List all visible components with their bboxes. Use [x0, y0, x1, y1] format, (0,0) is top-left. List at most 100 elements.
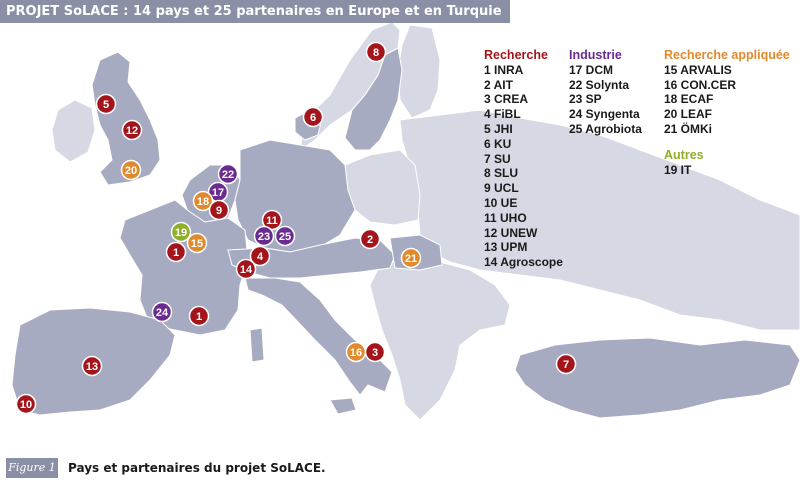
marker-circle	[235, 258, 257, 280]
legend-item: 21 ÖMKi	[664, 121, 713, 136]
land-turkey	[514, 337, 800, 419]
legend-item: 19 IT	[664, 162, 692, 177]
figure-label: Figure 1	[6, 458, 58, 478]
legend-industrie: Industrie 17 DCM 22 Solynta 23 SP 24 Syngen…	[569, 48, 642, 137]
marker-label: 17	[212, 187, 224, 199]
partner-marker: 5	[95, 93, 117, 115]
legend-autres: Autres 19 IT	[664, 148, 704, 178]
partner-marker: 13	[81, 355, 103, 377]
legend-item: 1 INRA	[484, 62, 524, 77]
partner-marker: 8	[365, 41, 387, 63]
partner-marker: 6	[302, 106, 324, 128]
marker-label: 18	[197, 196, 209, 208]
legend-item: 6 KU	[484, 136, 512, 151]
land-ireland	[51, 99, 96, 163]
legend-item: 11 UHO	[484, 210, 527, 225]
marker-label: 4	[257, 251, 264, 263]
legend-recherche-appliquee-heading: Recherche appliquée	[664, 48, 790, 62]
legend-item: 15 ARVALIS	[664, 62, 732, 77]
partner-marker: 4	[249, 245, 271, 267]
legend-recherche-list: 1 INRA 2 AIT 3 CREA 4 FiBL 5 JHI 6 KU 7 SU 8 SL…	[484, 63, 563, 270]
marker-label: 21	[405, 253, 417, 265]
partner-marker: 24	[151, 301, 173, 323]
map-title: PROJET SoLACE : 14 pays et 25 partenaire…	[0, 0, 510, 23]
legend-item: 18 ECAF	[664, 92, 714, 107]
legend-item: 7 SU	[484, 151, 511, 166]
marker-circle	[261, 209, 283, 231]
marker-circle	[555, 353, 577, 375]
marker-circle	[253, 225, 275, 247]
marker-label: 6	[310, 112, 316, 124]
partner-marker: 16	[345, 341, 367, 363]
partner-marker: 22	[217, 163, 239, 185]
marker-circle	[302, 106, 324, 128]
non-partner-land	[51, 21, 800, 421]
partner-marker: 25	[274, 225, 296, 247]
land-alpine	[227, 237, 396, 279]
marker-label: 5	[103, 99, 109, 111]
legend-item: 10 UE	[484, 195, 518, 210]
marker-circle	[95, 93, 117, 115]
marker-circle	[170, 221, 192, 243]
partner-marker: 9	[208, 199, 230, 221]
partner-marker: 1	[165, 241, 187, 263]
marker-circle	[365, 41, 387, 63]
marker-circle	[400, 247, 422, 269]
marker-label: 13	[86, 361, 98, 373]
marker-label: 22	[222, 169, 234, 181]
partner-marker: 11	[261, 209, 283, 231]
land-france	[119, 199, 249, 336]
marker-label: 11	[266, 215, 278, 227]
legend-industrie-list: 17 DCM 22 Solynta 23 SP 24 Syngenta 25 Agrob…	[569, 63, 642, 137]
legend-recherche-appliquee: Recherche appliquée 15 ARVALIS 16 CON.CER…	[664, 48, 790, 137]
legend-autres-list: 19 IT	[664, 163, 704, 178]
legend-item: 12 UNEW	[484, 225, 538, 240]
partner-marker: 3	[364, 341, 386, 363]
land-sicily	[329, 397, 357, 415]
partner-marker: 20	[120, 159, 142, 181]
marker-label: 24	[156, 307, 169, 319]
land-east-europe	[399, 109, 800, 331]
marker-label: 25	[279, 231, 291, 243]
marker-circle	[81, 355, 103, 377]
legend-item: 23 SP	[569, 92, 602, 107]
figure-caption: Figure 1 Pays et partenaires du projet S…	[0, 458, 800, 480]
partner-marker: 12	[121, 119, 143, 141]
marker-circle	[165, 241, 187, 263]
partner-marker: 21	[400, 247, 422, 269]
legend-recherche-appliquee-list: 15 ARVALIS 16 CON.CER 18 ECAF 20 LEAF 21 ÖMK…	[664, 63, 790, 137]
marker-label: 14	[240, 264, 253, 276]
marker-circle	[186, 232, 208, 254]
marker-circle	[359, 228, 381, 250]
marker-circle	[364, 341, 386, 363]
marker-circle	[192, 190, 214, 212]
marker-circle	[151, 301, 173, 323]
legend-item: 24 Syngenta	[569, 107, 640, 122]
marker-label: 2	[367, 234, 373, 246]
partner-marker: 14	[235, 258, 257, 280]
legend-item: 2 AIT	[484, 77, 513, 92]
marker-label: 16	[350, 347, 362, 359]
partner-marker: 7	[555, 353, 577, 375]
legend-item: 25 Agrobiota	[569, 121, 642, 136]
legend-recherche-heading: Recherche	[484, 48, 548, 62]
marker-circle	[217, 163, 239, 185]
land-balkans	[369, 257, 511, 421]
land-finland	[397, 24, 441, 119]
partner-marker: 17	[207, 181, 229, 203]
marker-label: 9	[216, 205, 222, 217]
partner-marker: 1	[188, 305, 210, 327]
marker-label: 10	[20, 399, 32, 411]
marker-circle	[249, 245, 271, 267]
legend-item: 3 CREA	[484, 92, 529, 107]
marker-label: 20	[125, 165, 137, 177]
partner-marker: 23	[253, 225, 275, 247]
legend-item: 9 UCL	[484, 181, 519, 196]
marker-circle	[121, 119, 143, 141]
legend-item: 16 CON.CER	[664, 77, 737, 92]
legend-item: 8 SLU	[484, 166, 519, 181]
marker-label: 15	[191, 238, 203, 250]
